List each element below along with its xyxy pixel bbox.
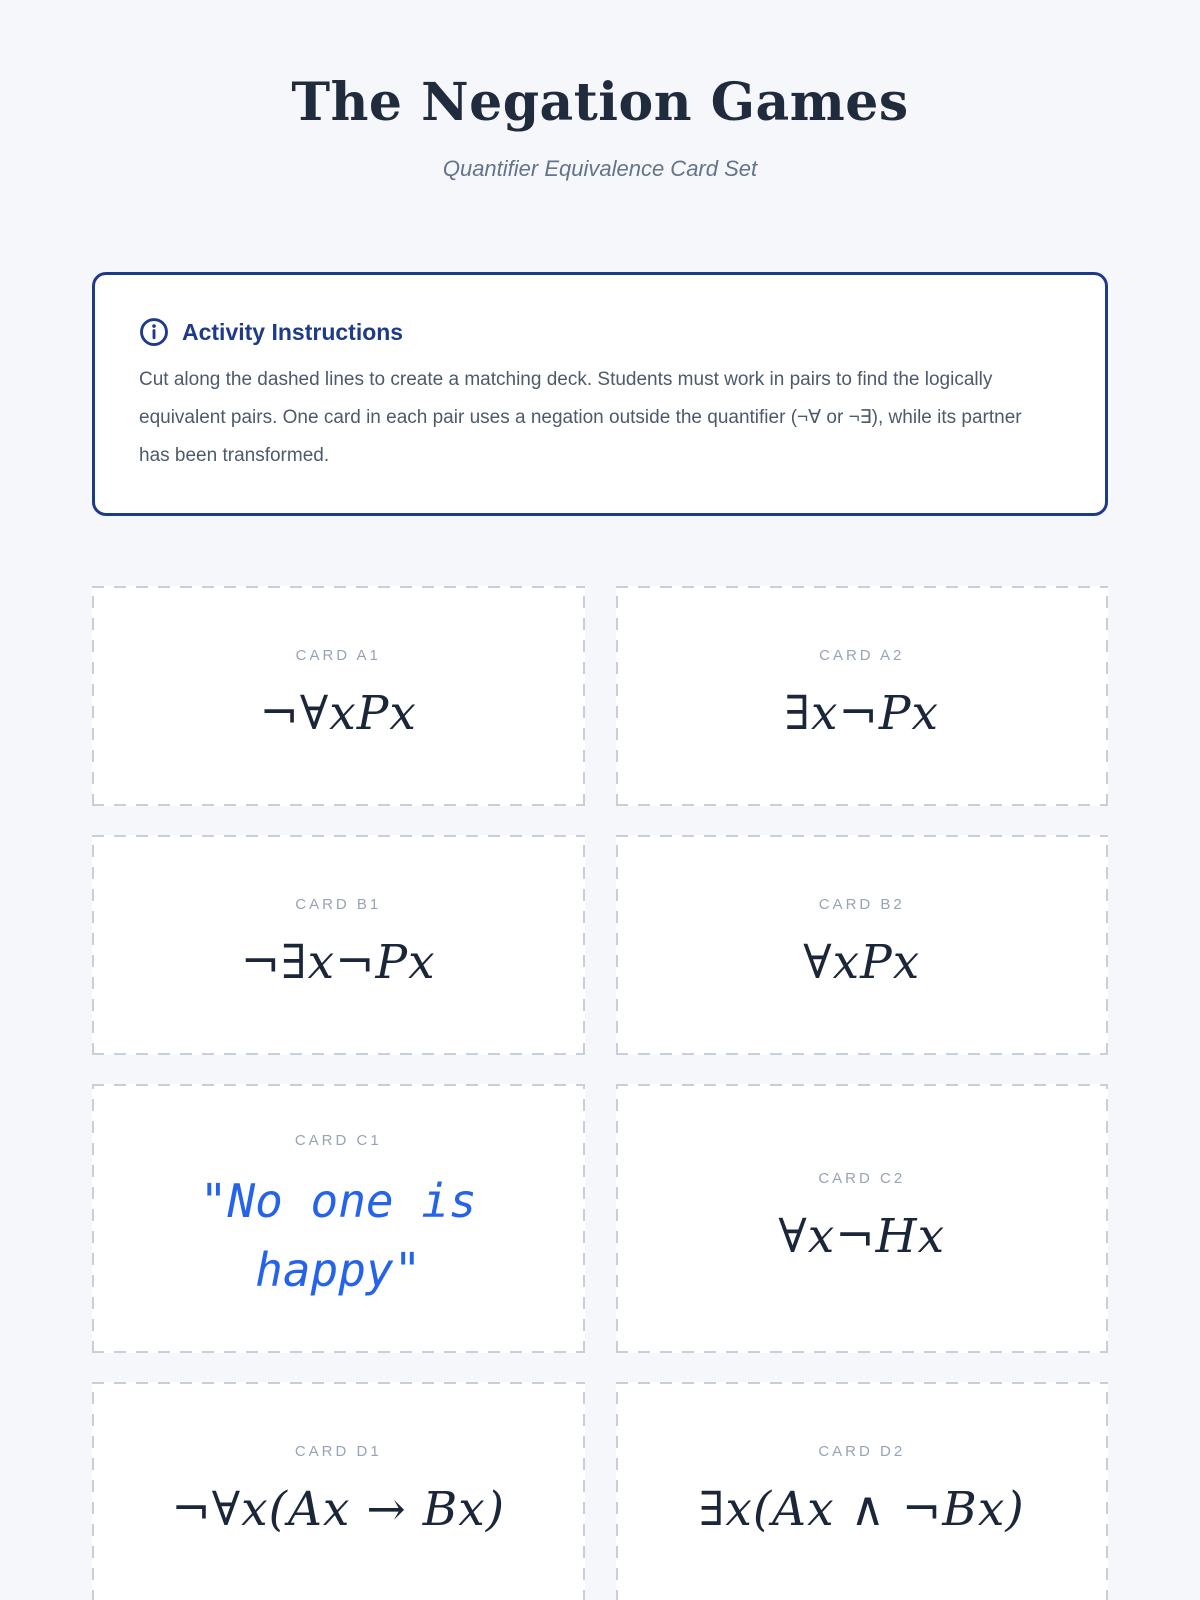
card-label: CARD A2 — [819, 647, 905, 665]
card-b1: CARD B1 ¬∃x¬Px — [92, 835, 585, 1055]
card-formula: ∃x(Ax ∧ ¬Bx) — [698, 1482, 1025, 1538]
instructions-body: Cut along the dashed lines to create a m… — [139, 369, 1022, 467]
card-a1: CARD A1 ¬∀xPx — [92, 586, 585, 806]
card-formula: ∀x¬Hx — [778, 1208, 946, 1264]
card-d1: CARD D1 ¬∀x(Ax → Bx) — [92, 1382, 585, 1600]
card-c2: CARD C2 ∀x¬Hx — [616, 1084, 1109, 1353]
page-subtitle: Quantifier Equivalence Card Set — [442, 156, 758, 182]
instructions-heading: Activity Instructions — [182, 318, 404, 345]
card-formula: ¬∃x¬Px — [240, 935, 436, 991]
page-title: The Negation Games — [291, 72, 909, 133]
card-formula: "No one is happy" — [199, 1174, 477, 1298]
card-formula: ¬∀xPx — [259, 686, 417, 742]
activity-instructions-panel: Activity Instructions Cut along the dash… — [92, 272, 1108, 517]
card-d2: CARD D2 ∃x(Ax ∧ ¬Bx) — [616, 1382, 1109, 1600]
instructions-header: Activity Instructions — [139, 317, 1057, 347]
card-label: CARD A1 — [295, 647, 381, 665]
card-formula: ¬∀x(Ax → Bx) — [171, 1482, 506, 1538]
card-label: CARD C1 — [294, 1132, 382, 1150]
card-formula: ∀xPx — [803, 935, 921, 991]
card-formula: ∃x¬Px — [784, 686, 939, 742]
card-a2: CARD A2 ∃x¬Px — [616, 586, 1109, 806]
worksheet-page: The Negation Games Quantifier Equivalenc… — [92, 72, 1108, 1600]
cards-grid: CARD A1 ¬∀xPx CARD A2 ∃x¬Px CARD B1 ¬∃x¬… — [92, 586, 1108, 1600]
card-label: CARD B1 — [295, 896, 382, 914]
card-label: CARD B2 — [818, 896, 905, 914]
card-label: CARD D1 — [294, 1443, 382, 1461]
card-label: CARD C2 — [818, 1169, 906, 1187]
info-icon — [139, 317, 169, 347]
card-label: CARD D2 — [818, 1443, 906, 1461]
card-c1: CARD C1 "No one is happy" — [92, 1084, 585, 1353]
card-b2: CARD B2 ∀xPx — [616, 835, 1109, 1055]
